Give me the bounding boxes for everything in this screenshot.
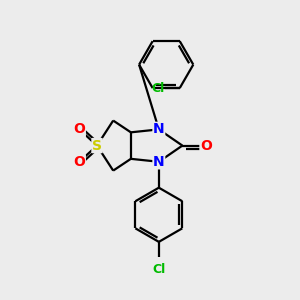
Text: O: O <box>74 122 85 136</box>
Text: Cl: Cl <box>152 263 166 276</box>
Text: O: O <box>200 139 212 153</box>
Text: N: N <box>153 122 165 136</box>
Text: Cl: Cl <box>151 82 164 94</box>
Text: S: S <box>92 139 102 153</box>
Text: O: O <box>74 155 85 169</box>
Text: N: N <box>153 155 165 169</box>
